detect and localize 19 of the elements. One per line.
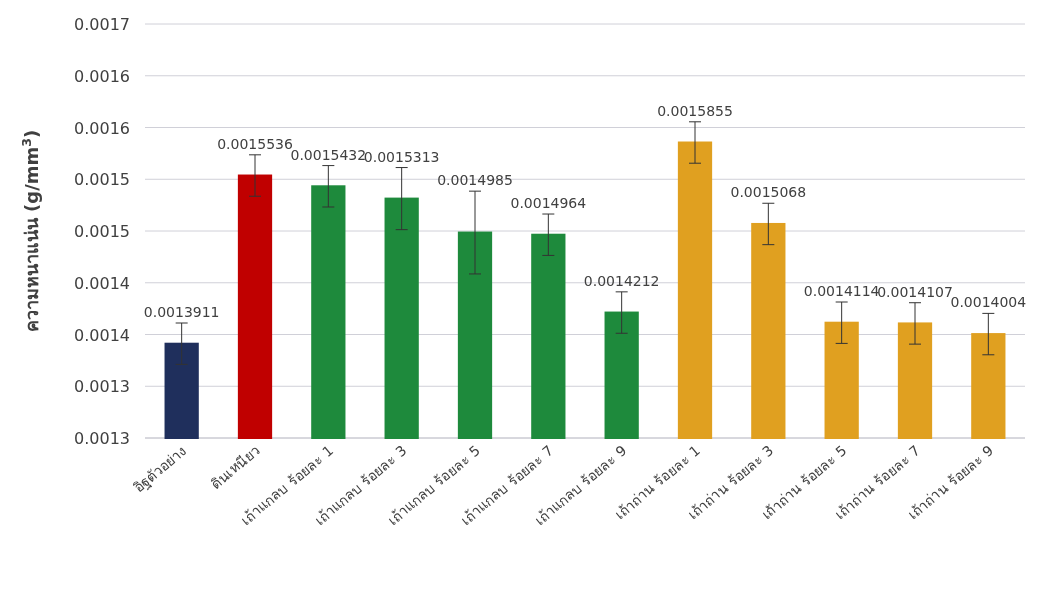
data-label: 0.0014985: [437, 172, 513, 189]
data-label: 0.0015068: [730, 184, 807, 201]
y-tick-label: 0.0013: [74, 377, 130, 397]
y-tick-label: 0.0015: [74, 222, 130, 241]
y-tick-label: 0.0014: [74, 273, 130, 293]
data-label: 0.0014212: [583, 272, 660, 289]
data-label: 0.0015536: [217, 135, 293, 152]
y-tick-label: 0.0015: [74, 170, 130, 190]
data-label: 0.0013911: [143, 304, 220, 321]
y-tick-label: 0.0014: [74, 325, 130, 345]
y-tick-label: 0.0013: [74, 429, 130, 448]
data-label: 0.0014114: [803, 283, 880, 299]
y-tick-label: 0.0017: [74, 15, 130, 34]
y-tick-label: 0.0016: [74, 118, 130, 138]
data-label: 0.0014107: [877, 283, 953, 300]
data-label: 0.0014964: [510, 195, 587, 212]
y-tick-label: 0.0016: [74, 66, 130, 86]
data-label: 0.0014004: [950, 294, 1027, 311]
data-label: 0.0015855: [657, 102, 733, 119]
